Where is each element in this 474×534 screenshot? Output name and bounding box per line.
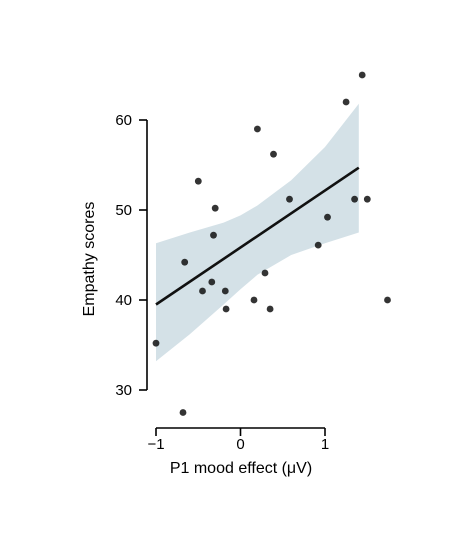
data-point (222, 305, 230, 313)
x-axis-label: P1 mood effect (μV) (170, 460, 312, 477)
data-point (210, 231, 217, 239)
x-tick-label: −1 (147, 436, 164, 453)
y-tick-label: 50 (115, 202, 132, 219)
y-tick-label: 40 (115, 292, 132, 309)
regression-layer (155, 166, 360, 306)
confidence-band-layer (156, 103, 359, 362)
data-point (211, 204, 219, 212)
data-points (152, 71, 391, 416)
x-tick-label: 1 (321, 436, 329, 453)
y-ticks: 30 40 50 60 (115, 112, 147, 399)
data-point (221, 287, 229, 295)
data-point (286, 195, 293, 203)
data-point (363, 195, 371, 203)
data-point (199, 287, 206, 295)
data-point (181, 258, 189, 266)
data-point (152, 339, 160, 347)
y-tick-label: 30 (115, 382, 132, 399)
data-point (384, 296, 391, 304)
y-axis-label: Empathy scores (81, 202, 98, 317)
data-point (266, 305, 274, 313)
data-point (254, 125, 261, 133)
data-point (208, 278, 216, 286)
data-point (270, 150, 277, 158)
data-point (351, 195, 358, 203)
data-point (342, 98, 350, 106)
data-point (358, 71, 366, 79)
y-tick-label: 60 (115, 112, 132, 129)
axes: 30 40 50 60 −1 0 1 (115, 112, 329, 453)
data-point (324, 213, 331, 221)
data-point (194, 177, 202, 185)
x-tick-label: 0 (236, 436, 244, 453)
confidence-band (156, 103, 359, 362)
data-point (179, 409, 187, 416)
data-point (314, 241, 322, 249)
data-point (261, 269, 269, 277)
x-ticks: −1 0 1 (147, 428, 329, 453)
regression-line (155, 166, 360, 306)
data-point (250, 296, 258, 304)
